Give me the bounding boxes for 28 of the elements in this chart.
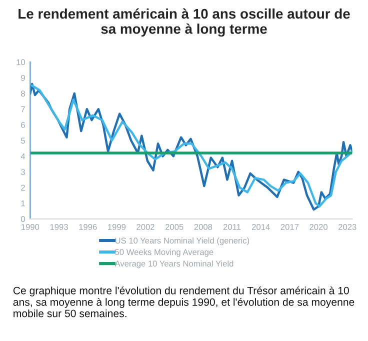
x-tick-label: 1996 bbox=[79, 224, 97, 230]
chart-title: Le rendement américain à 10 ans oscille autour de sa moyenne à long terme bbox=[18, 8, 350, 37]
x-tick-label: 2002 bbox=[136, 224, 154, 230]
legend-label: US 10 Years Nominal Yield (generic) bbox=[115, 237, 250, 246]
y-tick-label: 7 bbox=[21, 106, 25, 112]
y-tick-label: 9 bbox=[21, 74, 25, 81]
y-tick-label: 4 bbox=[20, 153, 26, 160]
y-tick-label: 2 bbox=[21, 184, 25, 191]
x-tick-label: 1993 bbox=[50, 224, 68, 230]
legend-label: Average 10 Years Nominal Yield bbox=[114, 260, 234, 268]
y-tick-label: 1 bbox=[21, 200, 25, 206]
x-tick-label: 2023 bbox=[338, 224, 356, 230]
x-tick-label: 2011 bbox=[223, 224, 241, 230]
x-tick-label: 2014 bbox=[252, 224, 270, 230]
x-tick-label: 1990 bbox=[22, 224, 40, 230]
x-tick-label: 2005 bbox=[166, 224, 184, 230]
x-tick-label: 2017 bbox=[280, 224, 299, 230]
y-tick-label: 3 bbox=[21, 169, 25, 175]
y-tick-label: 6 bbox=[21, 122, 25, 128]
y-tick-label: 0 bbox=[21, 216, 25, 222]
legend-label: 50 Weeks Moving Average bbox=[115, 248, 214, 257]
x-tick-label: 2020 bbox=[310, 224, 328, 230]
y-tick-label: 5 bbox=[21, 138, 25, 144]
y-tick-label: 10 bbox=[16, 59, 25, 66]
x-tick-label: 1999 bbox=[108, 224, 126, 230]
y-tick-label: 8 bbox=[21, 90, 25, 97]
x-tick-label: 2008 bbox=[194, 224, 212, 230]
text: Ce graphique montre l'évolution du rendement du Trésor américain à 10 ans, sa moyenne à long terme depuis 1990, et l'évolution de sa moyenne mobile sur 50 semaines. bbox=[13, 286, 354, 318]
